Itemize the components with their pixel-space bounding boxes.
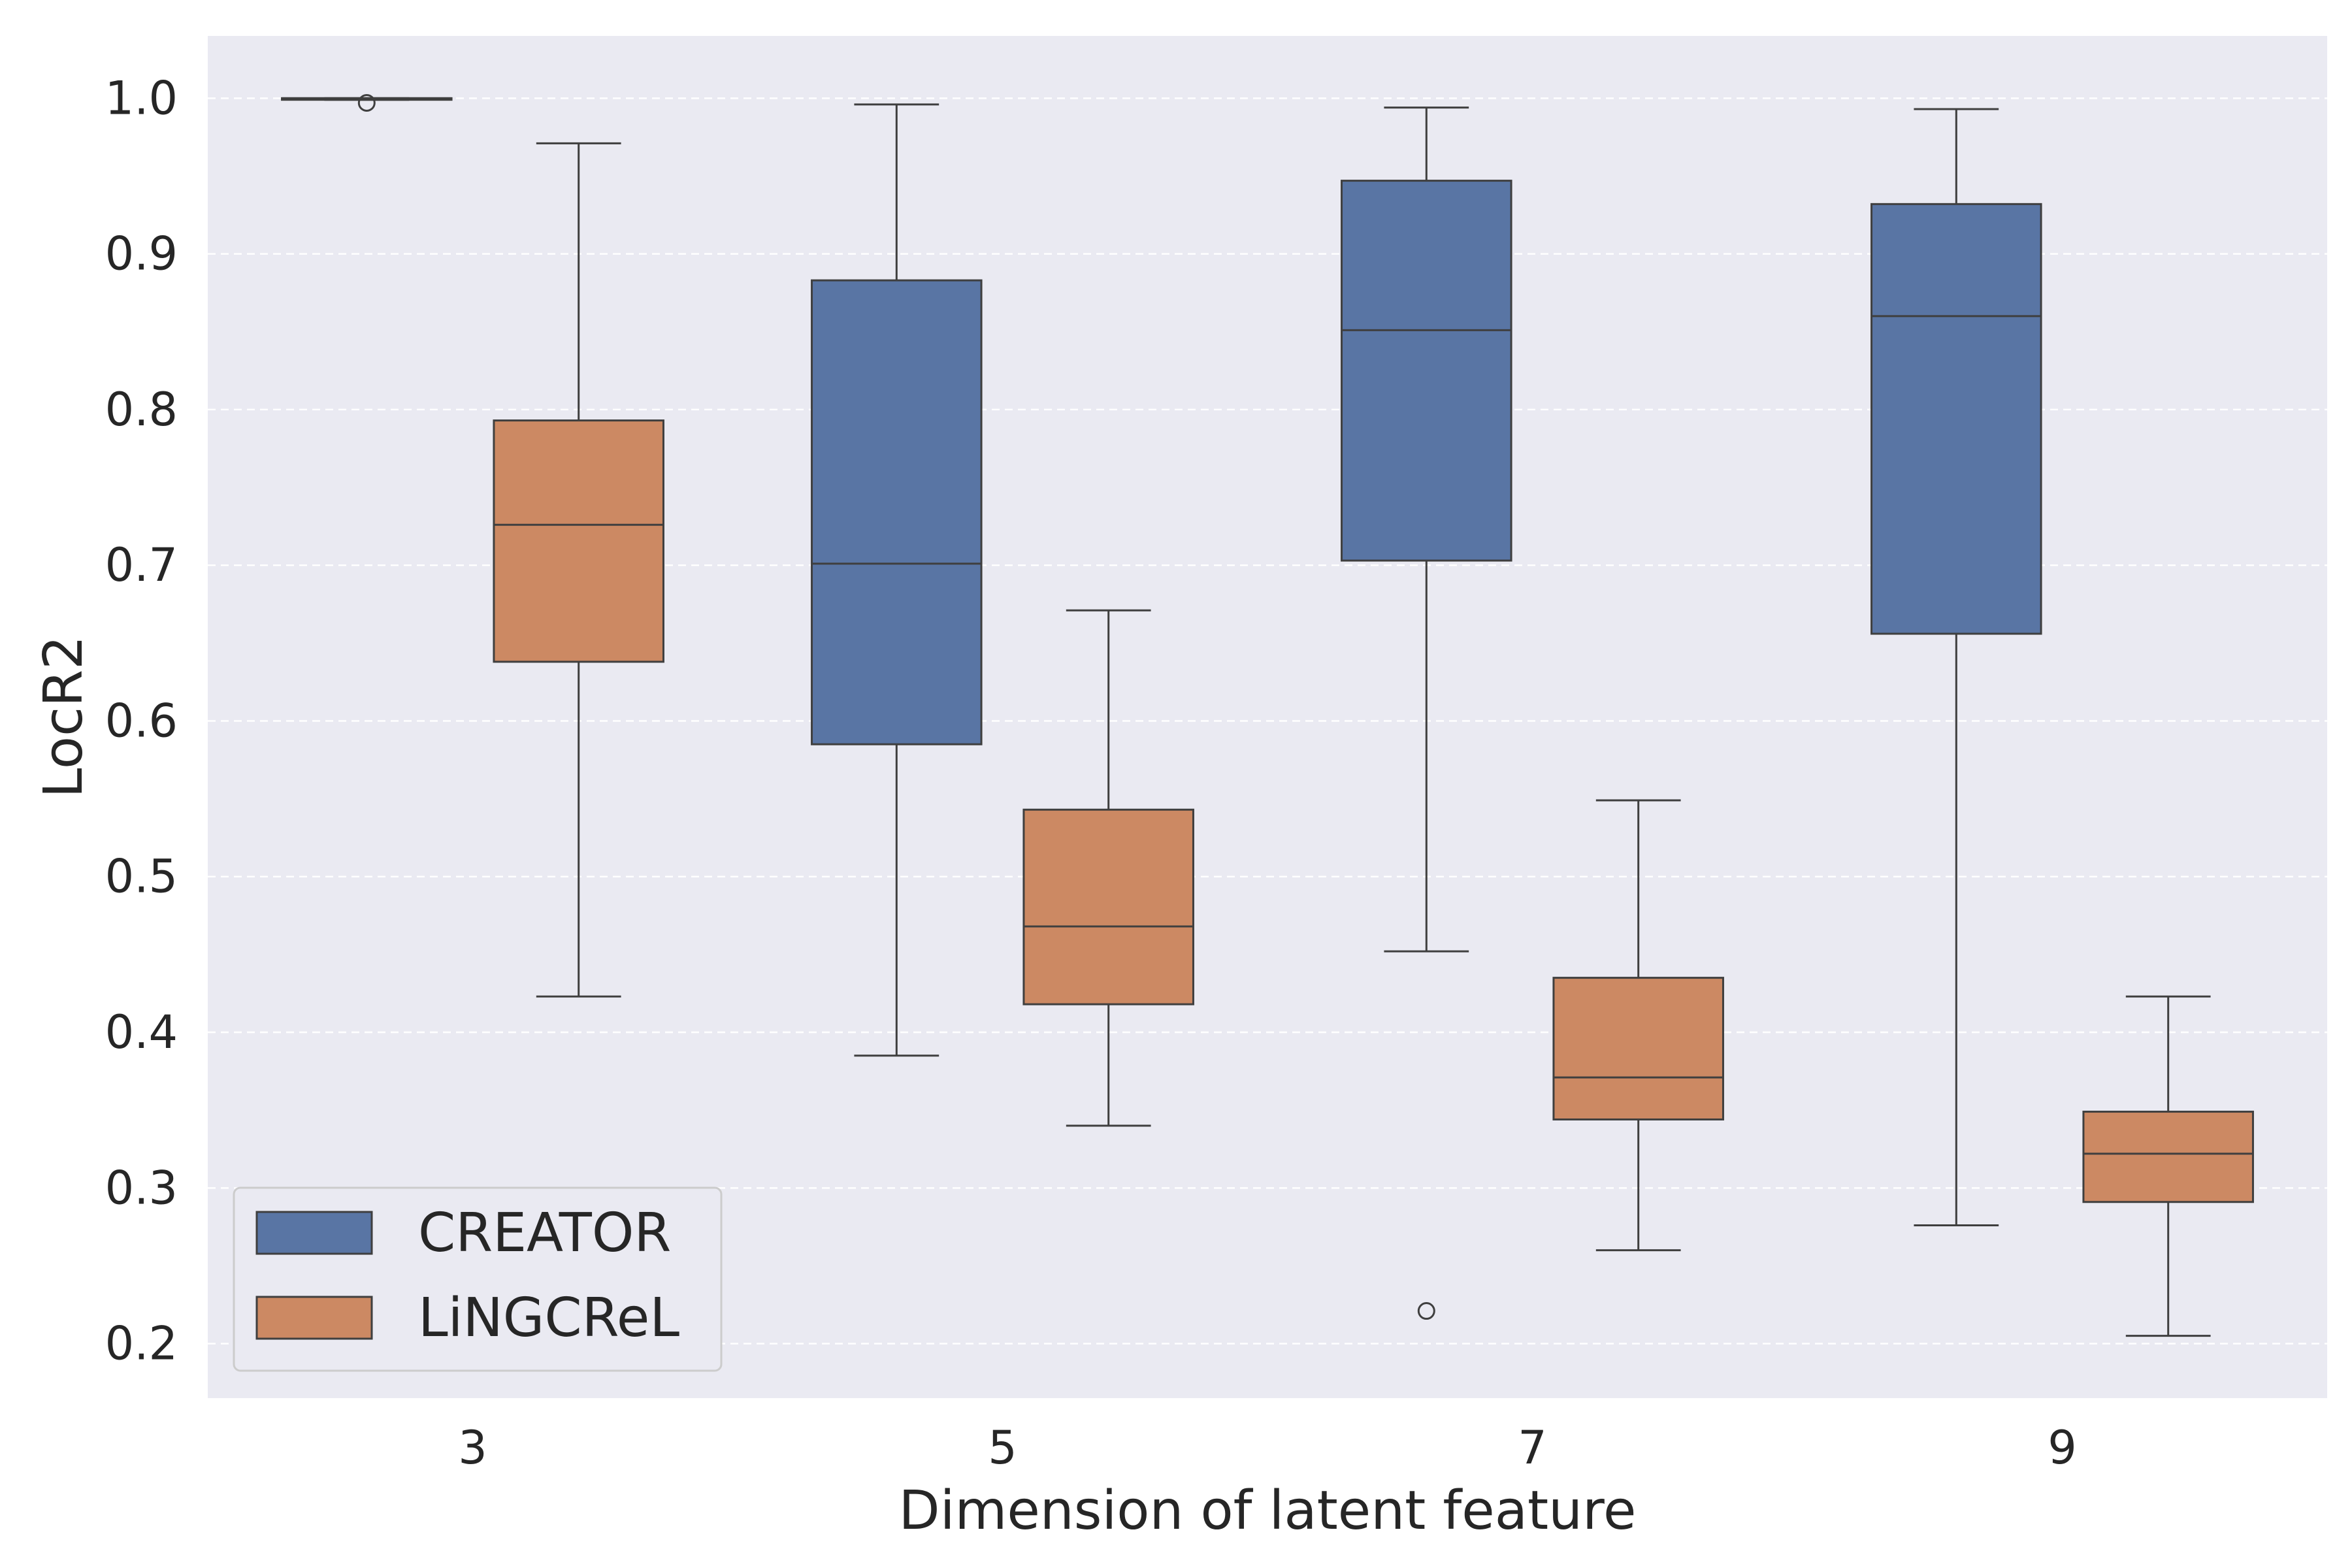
box-creator-dim-9: [1870, 108, 2042, 1227]
y-tick-label-1.0: 1.0: [105, 71, 178, 125]
boxes: [281, 93, 2254, 1337]
y-tick-label-0.5: 0.5: [105, 850, 178, 904]
y-tick-label-0.9: 0.9: [105, 227, 178, 281]
outlier-point: [1417, 1302, 1435, 1320]
y-tick-labels: 0.2 0.3 0.4 0.5 0.6 0.7 0.8 0.9 1.0: [105, 71, 178, 1370]
y-axis-title: LocR2: [33, 636, 95, 798]
x-tick-labels: 3 5 7 9: [458, 1421, 2077, 1475]
legend-label-lingcrel: LiNGCReL: [418, 1287, 679, 1349]
box-iqr: [811, 279, 983, 745]
box-iqr: [1022, 808, 1194, 1005]
legend-swatch-creator: [255, 1211, 373, 1255]
legend-swatch-lingcrel: [255, 1296, 373, 1340]
box-iqr: [1870, 203, 2042, 635]
box-lingcrel-dim-5: [1022, 609, 1194, 1127]
box-creator-dim-3: [281, 93, 453, 112]
y-tick-label-0.2: 0.2: [105, 1317, 178, 1371]
y-tick-label-0.4: 0.4: [105, 1005, 178, 1059]
box-iqr: [1552, 977, 1724, 1120]
y-tick-label-0.8: 0.8: [105, 383, 178, 436]
y-tick-label-0.6: 0.6: [105, 694, 178, 747]
legend-label-creator: CREATOR: [418, 1202, 671, 1264]
outlier-point: [357, 93, 376, 112]
x-tick-label-7: 7: [1518, 1421, 1547, 1475]
box-creator-dim-5: [811, 103, 983, 1057]
x-tick-label-3: 3: [458, 1421, 487, 1475]
x-tick-label-9: 9: [2048, 1421, 2077, 1475]
box-iqr: [493, 419, 664, 663]
box-lingcrel-dim-3: [493, 142, 664, 998]
box-lingcrel-dim-9: [2082, 995, 2254, 1337]
y-tick-label-0.7: 0.7: [105, 538, 178, 592]
box-iqr: [1341, 180, 1512, 562]
y-tick-label-0.3: 0.3: [105, 1161, 178, 1215]
x-axis-title: Dimension of latent feature: [899, 1480, 1637, 1542]
x-tick-label-5: 5: [988, 1421, 1017, 1475]
legend: CREATOR LiNGCReL: [233, 1186, 723, 1372]
box-iqr: [2082, 1111, 2254, 1203]
box-lingcrel-dim-7: [1552, 799, 1724, 1252]
box-creator-dim-7: [1341, 106, 1512, 1320]
